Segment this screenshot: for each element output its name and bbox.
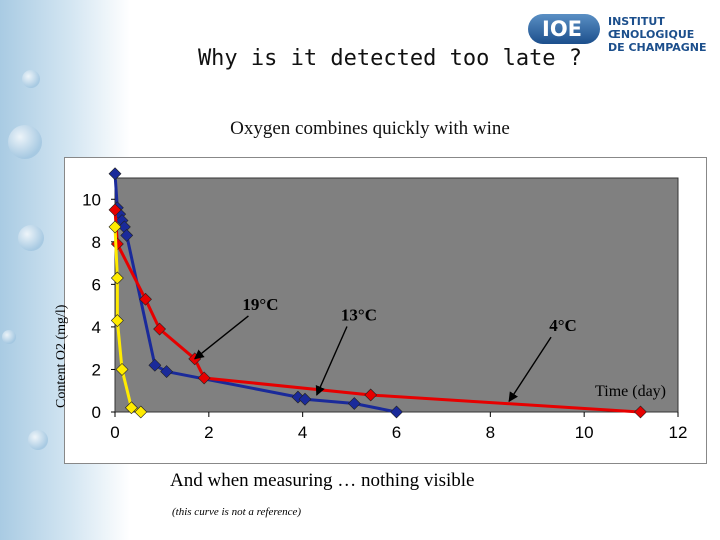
x-tick-label: 12 [669, 423, 688, 442]
annotation-arrow [193, 315, 249, 360]
x-tick-label: 6 [392, 423, 401, 442]
data-point [134, 405, 148, 419]
x-tick-label: 4 [298, 423, 307, 442]
data-point [634, 405, 647, 419]
logo-text: INSTITUT ŒNOLOGIQUE DE CHAMPAGNE [608, 15, 708, 54]
series-annotation: 4°C [549, 316, 577, 335]
water-drop [2, 330, 16, 344]
chart-subtitle: Oxygen combines quickly with wine [230, 118, 510, 139]
data-point [153, 322, 166, 336]
y-tick-label: 8 [92, 233, 101, 252]
logo-mark: IOE [528, 14, 600, 44]
plot-area [114, 177, 679, 413]
data-point [197, 371, 211, 385]
y-axis-label: Content O2 (mg/l) [54, 304, 69, 408]
data-point [160, 365, 174, 379]
y-tick-label: 0 [92, 403, 101, 422]
data-point [139, 292, 152, 306]
series-annotation: 19°C [242, 295, 278, 314]
x-tick-label: 2 [204, 423, 213, 442]
water-drop [28, 430, 48, 450]
annotation-arrow [315, 326, 348, 396]
slide-title: Why is it detected too late ? [197, 46, 583, 71]
data-point [298, 392, 312, 406]
data-point [120, 229, 134, 242]
data-point [110, 271, 124, 285]
x-tick-label: 8 [486, 423, 495, 442]
data-point [364, 388, 378, 402]
water-drop [8, 125, 42, 159]
data-point [108, 203, 122, 217]
water-drop [18, 225, 44, 251]
note: (this curve is not a reference) [172, 506, 302, 518]
y-tick-label: 4 [92, 318, 101, 337]
data-point [347, 397, 361, 410]
data-point [110, 314, 124, 327]
series-annotation: 13°C [341, 306, 377, 325]
y-tick-label: 10 [82, 190, 101, 209]
y-tick-label: 6 [92, 275, 101, 294]
x-tick-label: 10 [575, 423, 594, 442]
data-point [148, 358, 162, 372]
x-tick-label: 0 [110, 423, 119, 442]
data-point [124, 401, 138, 415]
annotation-arrow [508, 336, 552, 403]
data-point [108, 167, 122, 181]
y-tick-label: 2 [92, 360, 101, 379]
logo-line-2: DE CHAMPAGNE [608, 41, 707, 54]
water-drop [22, 70, 40, 88]
data-point [390, 405, 403, 419]
data-point [115, 363, 129, 376]
x-axis-label: Time (day) [595, 383, 666, 400]
series-line [113, 209, 641, 414]
logo-line-1: INSTITUT ŒNOLOGIQUE [608, 15, 695, 41]
institute-logo: IOE INSTITUT ŒNOLOGIQUE DE CHAMPAGNE [528, 12, 708, 54]
data-point [108, 220, 122, 234]
caption: And when measuring … nothing visible [170, 470, 475, 491]
